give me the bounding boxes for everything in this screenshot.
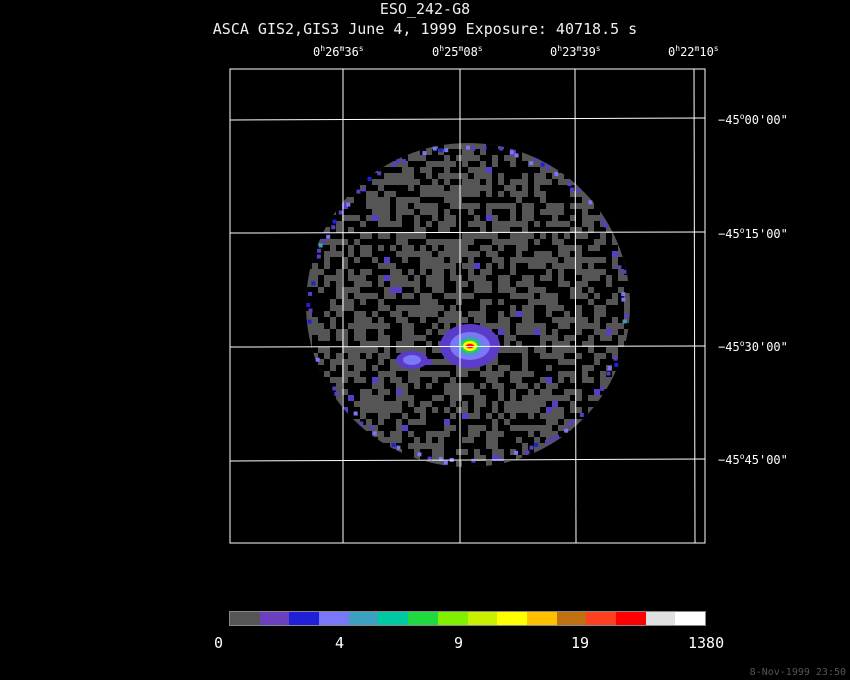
plot-title: ESO_242-G8 bbox=[379, 0, 471, 18]
color-scale-swatch bbox=[378, 612, 409, 625]
color-scale-swatch bbox=[526, 612, 557, 625]
dec-tick-label: −45o45'00" bbox=[718, 452, 788, 467]
ra-tick-label: 0h26m36s bbox=[313, 44, 364, 59]
color-scale-swatch bbox=[675, 612, 705, 625]
dec-tick-label: −45o15'00" bbox=[718, 226, 788, 241]
color-scale-swatch bbox=[497, 612, 527, 625]
color-scale-label: 1380 bbox=[688, 634, 725, 652]
plot-frame bbox=[229, 68, 706, 544]
timestamp: 8-Nov-1999 23:50 bbox=[749, 667, 846, 678]
dec-tick-label: −45o00'00" bbox=[718, 112, 788, 127]
coordinate-grid bbox=[230, 69, 705, 543]
color-scale-label: 4 bbox=[335, 634, 345, 652]
field-rim bbox=[306, 145, 629, 465]
color-scale-swatch bbox=[319, 612, 349, 625]
color-scale-swatch bbox=[586, 612, 616, 625]
color-scale-bar bbox=[229, 611, 706, 626]
color-scale-swatch bbox=[437, 612, 468, 625]
color-scale-swatch bbox=[645, 612, 676, 625]
color-scale-label: 9 bbox=[454, 634, 464, 652]
color-scale-label: 19 bbox=[571, 634, 590, 652]
color-scale-swatch bbox=[289, 612, 320, 625]
plot-subtitle: ASCA GIS2,GIS3 June 4, 1999 Exposure: 40… bbox=[212, 20, 638, 38]
ra-tick-label: 0h23m39s bbox=[550, 44, 601, 59]
color-scale-swatch bbox=[230, 612, 260, 625]
color-scale-swatch bbox=[467, 612, 498, 625]
ra-tick-label: 0h22m10s bbox=[668, 44, 719, 59]
color-scale-swatch bbox=[615, 612, 646, 625]
dec-tick-label: −45o30'00" bbox=[718, 339, 788, 354]
color-scale-swatch bbox=[408, 612, 438, 625]
detector-field bbox=[306, 143, 630, 467]
color-scale-label: 0 bbox=[214, 634, 224, 652]
ra-tick-label: 0h25m08s bbox=[432, 44, 483, 59]
color-scale-swatch bbox=[259, 612, 290, 625]
color-scale-swatch bbox=[556, 612, 587, 625]
color-scale-swatch bbox=[348, 612, 379, 625]
